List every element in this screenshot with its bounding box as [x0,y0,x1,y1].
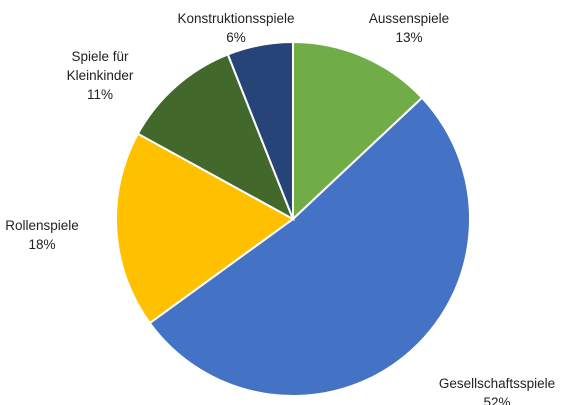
slice-label: Gesellschaftsspiele 52% [422,374,569,405]
pie-slice [292,40,424,222]
slice-label: Konstruktionsspiele 6% [156,9,316,47]
slice-label: Rollenspiele 18% [0,216,92,254]
pie-slice [148,96,471,397]
category-name: Gesellschaftsspiele [438,376,556,391]
slice-label: Aussenspiele 13% [349,9,469,47]
pie-slice [115,132,295,325]
slice-label: Spiele für Kleinkinder 11% [60,47,140,104]
category-name: Spiele für Kleinkinder [66,49,134,83]
percent-label: 6% [226,30,246,45]
category-name: Rollenspiele [5,218,79,233]
percent-label: 52% [483,395,511,405]
pie-slice [226,40,294,220]
percent-label: 11% [86,87,114,102]
category-name: Konstruktionsspiele [177,11,295,26]
category-name: Aussenspiele [368,11,450,26]
pie-slice [136,53,295,222]
percent-label: 13% [395,30,423,45]
percent-label: 18% [28,237,56,252]
